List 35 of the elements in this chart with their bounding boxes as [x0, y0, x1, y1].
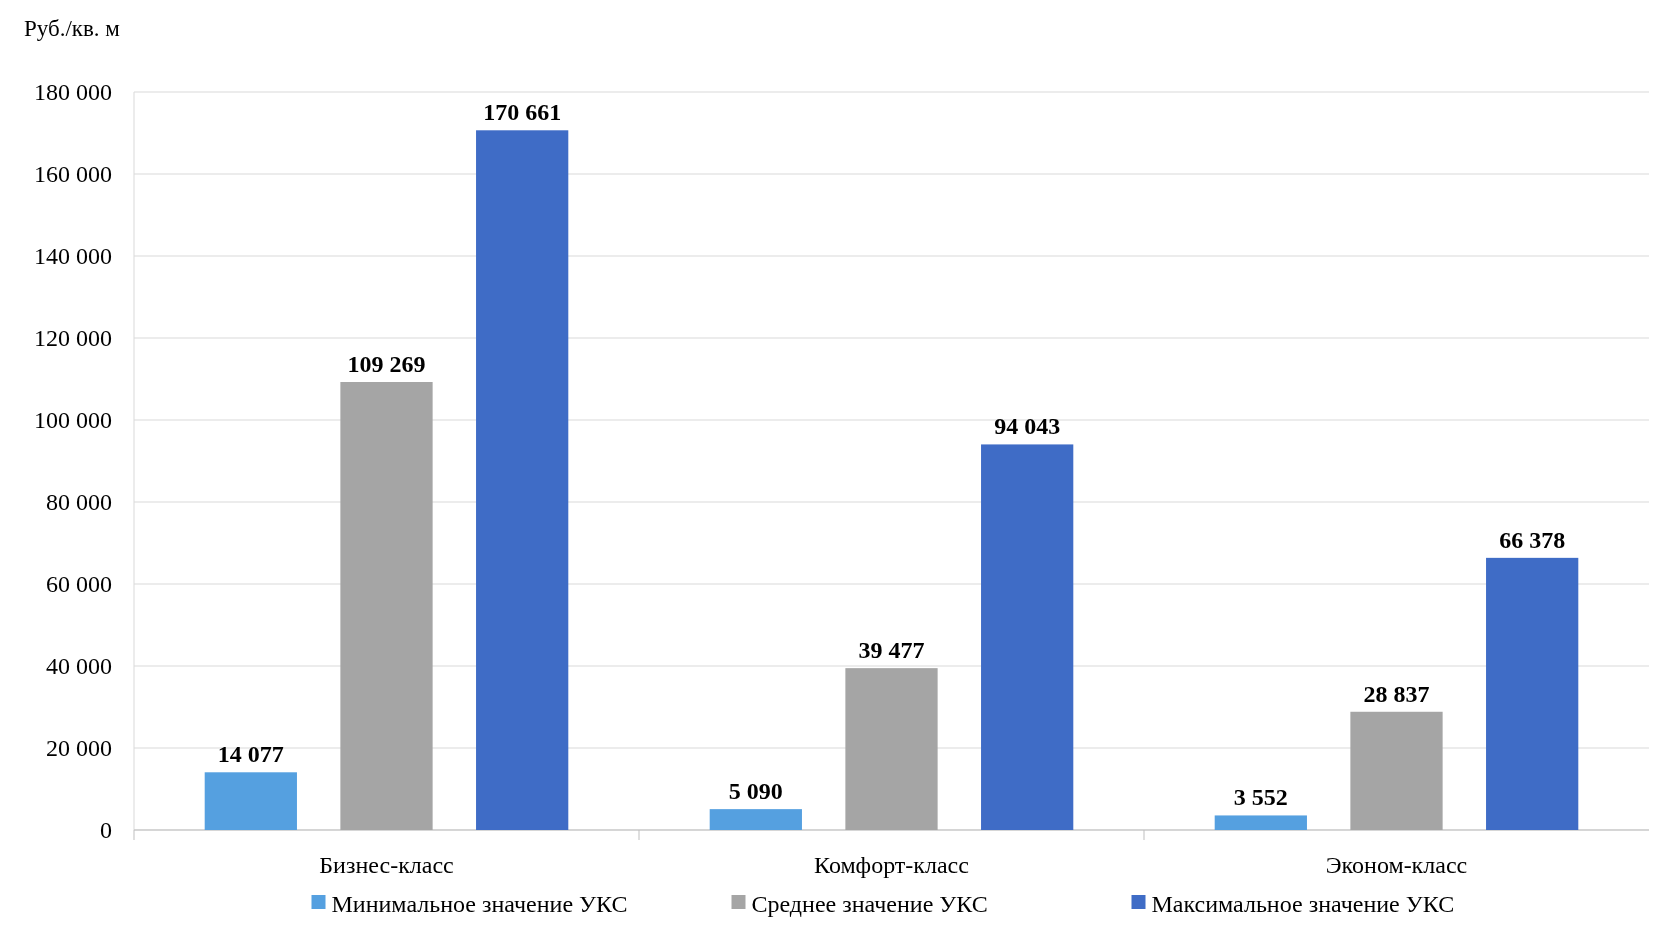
x-tick-label: Комфорт-класс [814, 852, 969, 878]
bar [476, 130, 569, 830]
y-tick-label: 0 [100, 817, 112, 844]
legend-label: Минимальное значение УКС [331, 891, 628, 917]
legend-label: Максимальное значение УКС [1151, 891, 1455, 917]
x-tick-label: Эконом-класс [1325, 852, 1468, 878]
y-tick-label: 140 000 [34, 243, 112, 270]
bar [1214, 815, 1307, 830]
y-tick-label: 40 000 [46, 653, 112, 680]
bar [709, 809, 802, 830]
y-tick-label: 180 000 [34, 79, 112, 106]
bar [981, 444, 1074, 830]
data-label: 14 077 [217, 741, 284, 768]
data-label: 170 661 [483, 99, 562, 126]
data-label: 66 378 [1499, 526, 1566, 553]
x-tick-label: Бизнес-класс [319, 852, 454, 878]
bar [1486, 557, 1579, 830]
y-tick-label: 60 000 [46, 571, 112, 598]
data-label: 3 552 [1233, 784, 1288, 811]
data-label: 5 090 [728, 778, 783, 805]
y-tick-label: 120 000 [34, 325, 112, 352]
y-tick-label: 80 000 [46, 489, 112, 516]
bar [845, 668, 938, 830]
y-tick-label: 20 000 [46, 735, 112, 762]
bar [1350, 711, 1443, 830]
y-tick-label: 160 000 [34, 161, 112, 188]
bar [340, 382, 433, 830]
data-label: 94 043 [994, 413, 1061, 440]
data-label: 39 477 [858, 637, 925, 664]
data-label: 109 269 [347, 351, 426, 377]
y-axis-title: Руб./кв. м [24, 16, 121, 41]
legend-label: Среднее значение УКС [751, 891, 988, 917]
bar [204, 772, 297, 830]
data-label: 28 837 [1363, 680, 1430, 707]
y-tick-label: 100 000 [34, 407, 112, 434]
